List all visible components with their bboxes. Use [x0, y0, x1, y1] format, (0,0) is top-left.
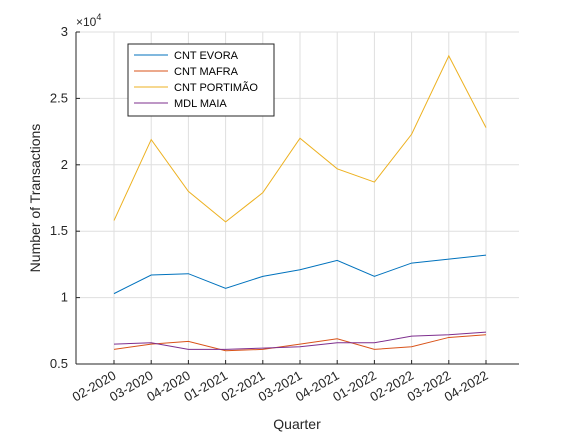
legend-item: MDL MAIA [134, 98, 227, 110]
series-line-cnt-evora [113, 254, 487, 295]
y-tick-label: 2 [61, 157, 68, 172]
legend: CNT EVORA CNT MAFRA CNT PORTIMÃO MDL MAIA [127, 43, 275, 117]
y-tick-label: 2.5 [50, 90, 68, 105]
series-lines [113, 54, 487, 352]
axes [75, 31, 519, 365]
x-tick-labels: 02-202003-202004-202001-202102-202103-20… [70, 368, 491, 405]
legend-label: CNT PORTIMÃO [174, 81, 258, 94]
legend-item: CNT EVORA [134, 50, 239, 62]
y-exponent-power: 4 [96, 12, 101, 22]
series-line-cnt-mafra [113, 334, 487, 352]
y-tick-label: 0.5 [50, 356, 68, 371]
y-tick-label: 3 [61, 24, 68, 39]
y-tick-label: 1 [61, 290, 68, 305]
legend-label: CNT MAFRA [174, 66, 239, 78]
series-line-mdl-maia [113, 331, 487, 350]
y-exponent-label: ×104 [76, 12, 101, 29]
series-line-cnt-portim-o [113, 54, 487, 223]
legend-label: CNT EVORA [174, 50, 239, 62]
legend-item: CNT MAFRA [134, 66, 239, 78]
y-axis-title: Number of Transactions [27, 124, 43, 273]
y-tick-label: 1.5 [50, 223, 68, 238]
legend-label: MDL MAIA [174, 98, 227, 110]
legend-box [127, 43, 275, 117]
x-axis-title: Quarter [273, 416, 321, 432]
y-tick-labels: 0.5 1 1.5 2 2.5 3 [50, 24, 68, 371]
y-exponent-base: ×10 [76, 15, 97, 29]
legend-item: CNT PORTIMÃO [134, 81, 258, 94]
